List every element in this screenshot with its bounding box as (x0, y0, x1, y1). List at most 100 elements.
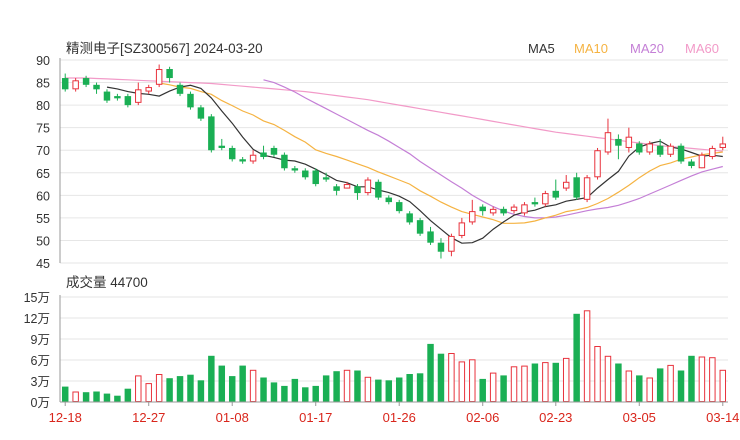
candle (594, 147, 601, 180)
candle-body (61, 78, 69, 90)
candle (343, 181, 351, 189)
candle-body (343, 184, 351, 189)
volume-bar (479, 378, 486, 402)
candle (187, 91, 194, 110)
volume-bar (458, 361, 466, 402)
candle (260, 145, 267, 160)
date-tick-label: 01-08 (216, 410, 249, 425)
candle-body (677, 145, 685, 162)
candle (625, 127, 633, 153)
price-tick-label: 85 (36, 77, 50, 91)
price-tick-label: 75 (36, 122, 50, 136)
candle-body (302, 170, 309, 178)
candle-body (583, 177, 591, 200)
volume-bar (656, 368, 664, 402)
candle-body (176, 84, 184, 94)
volume-bar (395, 377, 403, 402)
volume-bar (583, 310, 591, 402)
candle (542, 190, 549, 207)
price-grid (60, 59, 728, 264)
candle-body (291, 168, 299, 171)
volume-bar (448, 353, 455, 402)
candle-body (604, 132, 612, 153)
candle (239, 156, 246, 164)
candle-body (218, 145, 226, 148)
volume-bar (385, 380, 393, 402)
candle-body (615, 138, 622, 146)
price-tick-label: 90 (36, 54, 50, 68)
volume-bar (343, 369, 351, 402)
volume-bar (364, 376, 372, 402)
price-tick-label: 45 (36, 257, 50, 271)
candle-body (448, 235, 455, 252)
candle-body (93, 84, 100, 90)
candle (469, 199, 476, 225)
candle-body (72, 80, 79, 90)
volume-bar (260, 377, 267, 402)
candle (406, 211, 413, 225)
candle (72, 78, 79, 92)
volume-bar (719, 369, 727, 402)
volume-bar (333, 371, 340, 402)
volume-bar (208, 355, 215, 402)
volume-bar (312, 385, 319, 402)
volume-bar (281, 385, 288, 402)
price-tick-label: 80 (36, 99, 50, 113)
volume-bar (500, 375, 507, 402)
candle (688, 159, 695, 169)
candle (93, 82, 100, 94)
candle-body (698, 154, 706, 169)
candle-body (322, 177, 330, 180)
candle-body (155, 69, 163, 85)
candle-body (187, 93, 194, 108)
price-tick-label: 55 (36, 212, 50, 226)
volume-bar (709, 357, 716, 403)
candle-body (531, 202, 539, 205)
candle (709, 145, 716, 160)
volume-tick-label: 9万 (31, 333, 50, 347)
candle (302, 168, 309, 180)
candle (114, 93, 121, 101)
volume-bar (239, 365, 246, 402)
candle-body (395, 202, 403, 212)
volume-bar (354, 370, 361, 402)
candle (375, 179, 382, 200)
candle (312, 168, 319, 187)
volume-bar (406, 374, 413, 402)
candle-body (145, 87, 152, 92)
volume-tick-label: 0万 (31, 396, 50, 410)
volume-bar (72, 391, 79, 402)
date-tick-label: 01-26 (383, 410, 416, 425)
volume-tick-label: 6万 (31, 354, 50, 368)
candle (135, 82, 142, 106)
candle (166, 66, 173, 83)
candle-body (709, 147, 716, 157)
candle-body (636, 143, 643, 153)
candle-body (489, 208, 497, 214)
candle-body (646, 143, 653, 153)
candle-body (281, 154, 288, 169)
price-y-axis: 90 85 80 75 70 65 60 55 50 45 (36, 54, 61, 271)
candle (437, 238, 445, 259)
volume-bars (61, 310, 727, 403)
date-tick-label: 03-05 (623, 410, 656, 425)
volume-bar (427, 343, 434, 402)
volume-bar (636, 375, 643, 402)
candle (677, 143, 685, 164)
volume-bar (61, 386, 69, 402)
candle-body (510, 206, 518, 212)
candle (354, 184, 361, 200)
volume-bar (667, 364, 674, 402)
candle-body (573, 177, 580, 198)
candle (500, 206, 507, 216)
candle-body (406, 213, 413, 223)
candle-body (385, 197, 393, 203)
volume-bar (145, 383, 152, 403)
candle-body (667, 145, 674, 155)
candle (667, 143, 674, 157)
candle (489, 206, 497, 216)
candle (333, 184, 340, 196)
candle-body (260, 152, 267, 157)
volume-bar (93, 391, 100, 402)
candle (510, 204, 518, 214)
